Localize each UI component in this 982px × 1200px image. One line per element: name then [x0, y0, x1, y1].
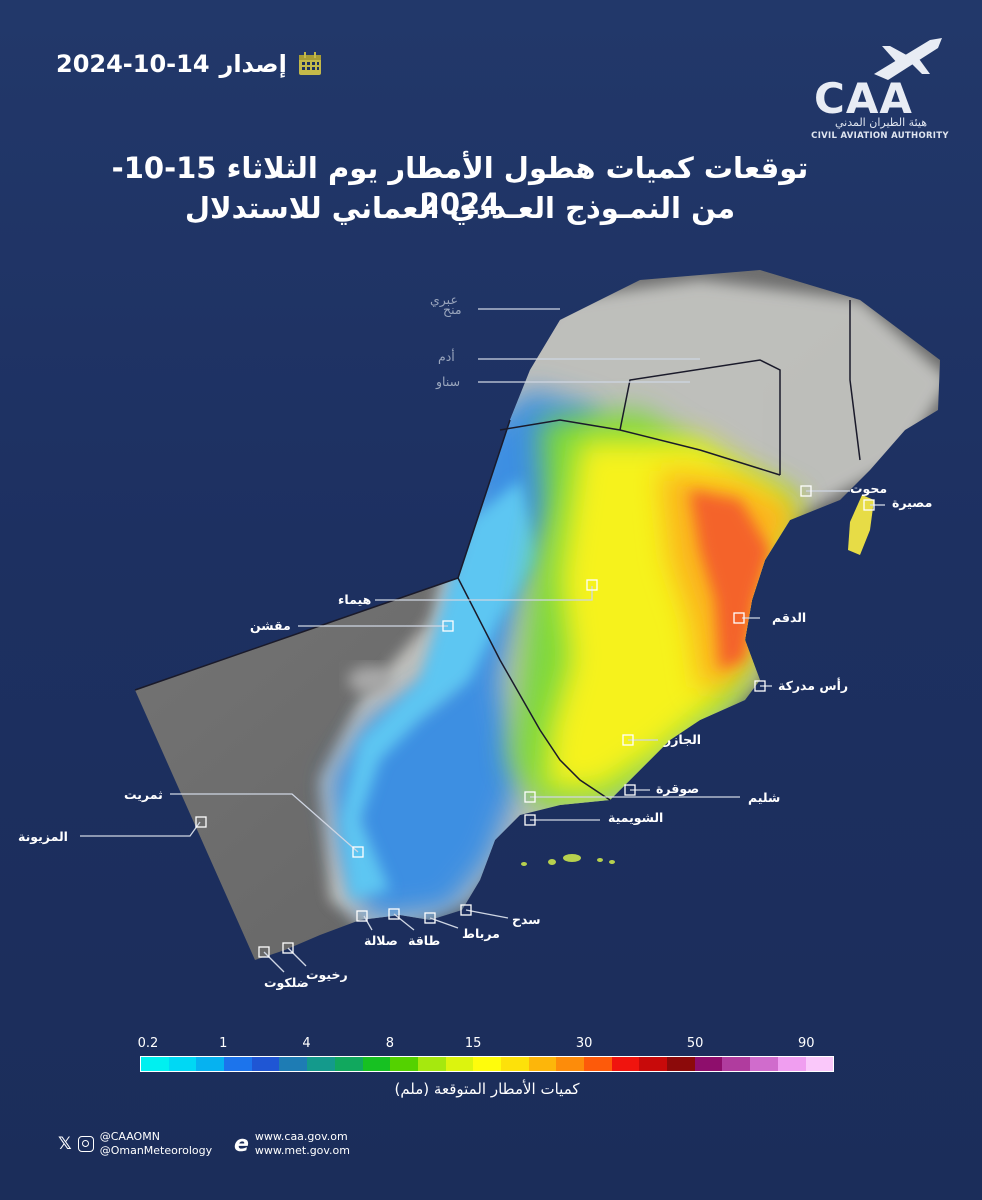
place-label-manah: منح: [443, 302, 462, 317]
place-label-ibri: عبري: [430, 292, 458, 307]
social-handle-met[interactable]: @OmanMeteorology: [99, 1144, 213, 1157]
legend-color-bar: [140, 1056, 834, 1072]
legend-ticks: 0.2 1 4 8 15 30 50 90: [137, 1036, 834, 1056]
websites: e www.caa.gov.om www.met.gov.om: [234, 1130, 350, 1158]
legend-tick-label: 90: [797, 1036, 815, 1051]
legend-tick-label: 8: [385, 1036, 394, 1051]
legend-tick-label: 1: [219, 1036, 228, 1051]
issue-label: إصدار: [219, 50, 287, 78]
legend-swatch: [417, 1057, 446, 1071]
legend-swatch: [196, 1057, 225, 1071]
kuria-islands: [521, 854, 615, 866]
legend-swatch: [390, 1057, 418, 1071]
legend-swatch: [528, 1057, 557, 1071]
legend-swatch: [639, 1057, 668, 1071]
place-markers: [195, 485, 875, 958]
place-label-shuwaymiyah: الشويمية: [608, 810, 664, 825]
social-handle-caa[interactable]: @CAAOMN: [99, 1130, 160, 1143]
borders: [134, 300, 861, 801]
place-label-mirbat: مرباط: [462, 926, 500, 941]
legend-swatch: [224, 1057, 252, 1071]
issue-date: 2024-10-14 إصدار: [56, 44, 323, 84]
place-label-adam: أدم: [438, 349, 455, 364]
place-label-haima: هيماء: [338, 592, 372, 607]
title-line-1: توقعات كميات هطول الأمطار يوم الثلاثاء 1…: [111, 151, 809, 221]
logo-arabic-name: هيئة الطيران المدني: [834, 116, 928, 129]
logo-english-name: CIVIL AVIATION AUTHORITY: [811, 131, 949, 141]
website-met[interactable]: www.met.gov.om: [254, 1144, 351, 1157]
place-label-taqah: طاقة: [408, 933, 441, 948]
rainfall-legend: 0.2 1 4 8 15 30 50 90: [137, 1036, 834, 1072]
legend-swatch: [251, 1057, 280, 1071]
website-caa[interactable]: www.caa.gov.om: [254, 1130, 348, 1143]
calendar-icon: [298, 52, 321, 75]
airplane-icon: [874, 38, 942, 80]
place-label-aljazir: الجازر: [664, 732, 702, 747]
legend-swatch: [500, 1057, 529, 1071]
place-label-dhalkut: ضلكوت: [264, 975, 309, 990]
place-label-duqm: الدقم: [772, 610, 807, 625]
place-label-sadah: سدح: [512, 912, 541, 927]
rainfall-map: [80, 270, 940, 973]
logo-text: CAA: [814, 74, 913, 123]
place-label-rasmadrakah: رأس مدركة: [778, 678, 849, 693]
legend-swatch: [722, 1057, 751, 1071]
legend-title: كميات الأمطار المتوقعة (ملم): [394, 1080, 580, 1098]
legend-swatch: [584, 1057, 612, 1071]
social-handles: 𝕏 @CAAOMN @OmanMeteorology: [58, 1130, 212, 1158]
place-label-sinaw: سناو: [436, 374, 461, 389]
legend-swatch: [805, 1057, 834, 1071]
leader-lines: [80, 308, 885, 973]
place-label-rakhyut: رخيوت: [306, 967, 348, 982]
legend-swatch: [556, 1057, 584, 1071]
place-label-thumrait: ثمريت: [124, 787, 163, 802]
title-line-2: من النمـوذج العـددي العماني للاستدلال: [184, 191, 736, 225]
legend-swatch: [750, 1057, 778, 1071]
place-label-masirah: مصيرة: [892, 495, 933, 510]
caa-logo: CAA هيئة الطيران المدني CIVIL AVIATION A…: [810, 34, 950, 144]
legend-swatch: [362, 1057, 391, 1071]
legend-tick-label: 50: [686, 1036, 704, 1051]
place-label-mazyunah: المزيونة: [18, 829, 68, 844]
legend-tick-label: 15: [464, 1036, 482, 1051]
legend-swatch: [334, 1057, 363, 1071]
place-label-muqshin: مقشن: [250, 618, 291, 633]
legend-swatch: [667, 1057, 695, 1071]
place-label-shalim: شليم: [748, 790, 781, 805]
legend-tick-label: 30: [575, 1036, 593, 1051]
legend-swatch: [445, 1057, 474, 1071]
masirah-island: [848, 495, 874, 555]
legend-swatch: [168, 1057, 197, 1071]
x-icon[interactable]: 𝕏: [58, 1134, 72, 1154]
legend-swatch: [611, 1057, 640, 1071]
legend-tick-label: 0.2: [137, 1036, 159, 1051]
instagram-icon[interactable]: [77, 1136, 94, 1152]
legend-swatch: [473, 1057, 501, 1071]
legend-tick-label: 4: [302, 1036, 311, 1051]
legend-swatch: [141, 1057, 169, 1071]
legend-swatch: [694, 1057, 723, 1071]
web-icon: e: [234, 1131, 249, 1157]
place-label-mahout: محوت: [850, 481, 888, 496]
place-label-sawqrah: صوقرة: [656, 781, 700, 796]
legend-swatch: [279, 1057, 308, 1071]
issue-date-value: 2024-10-14: [56, 50, 210, 78]
place-label-salalah: صلالة: [364, 933, 398, 948]
legend-swatch: [777, 1057, 806, 1071]
legend-swatch: [307, 1057, 335, 1071]
